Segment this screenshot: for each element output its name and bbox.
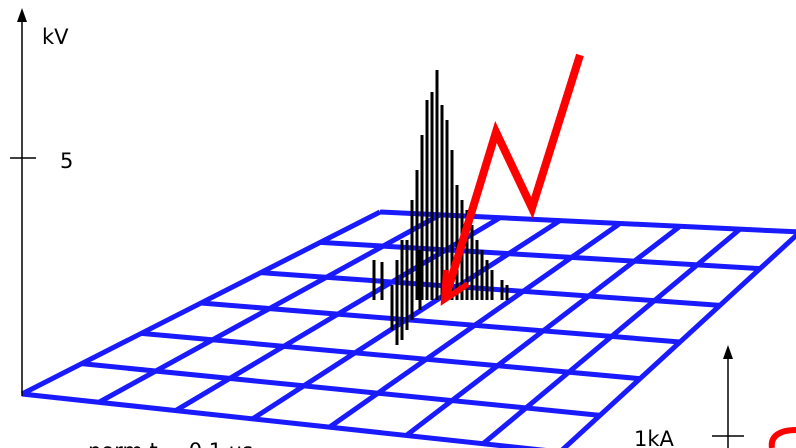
grid-line — [481, 227, 742, 446]
voltage-tick-label: 5 — [60, 149, 73, 173]
grid-line — [560, 232, 796, 448]
grid-line — [97, 212, 442, 405]
current-label: 1kA — [634, 427, 675, 448]
grid-line — [200, 300, 681, 345]
grid-line — [327, 221, 622, 430]
voltage-label: kV — [42, 25, 69, 49]
grid-line — [320, 239, 761, 272]
caption: norm t = 0.1 μs — [88, 439, 253, 448]
grid-line — [260, 270, 721, 308]
grid-line — [21, 391, 547, 448]
axis-arrow — [17, 8, 27, 22]
grid-line — [81, 361, 601, 418]
voltage-spikes — [372, 70, 509, 345]
grid-line — [141, 330, 641, 382]
grid-line — [20, 209, 382, 397]
ground-grid — [20, 209, 796, 448]
grid-line — [404, 224, 682, 438]
lightning-bolt — [442, 53, 584, 298]
grid-line — [379, 209, 796, 235]
axis-arrow — [723, 345, 733, 359]
current-waveform — [768, 427, 796, 448]
lightning-arrowhead — [440, 269, 470, 306]
